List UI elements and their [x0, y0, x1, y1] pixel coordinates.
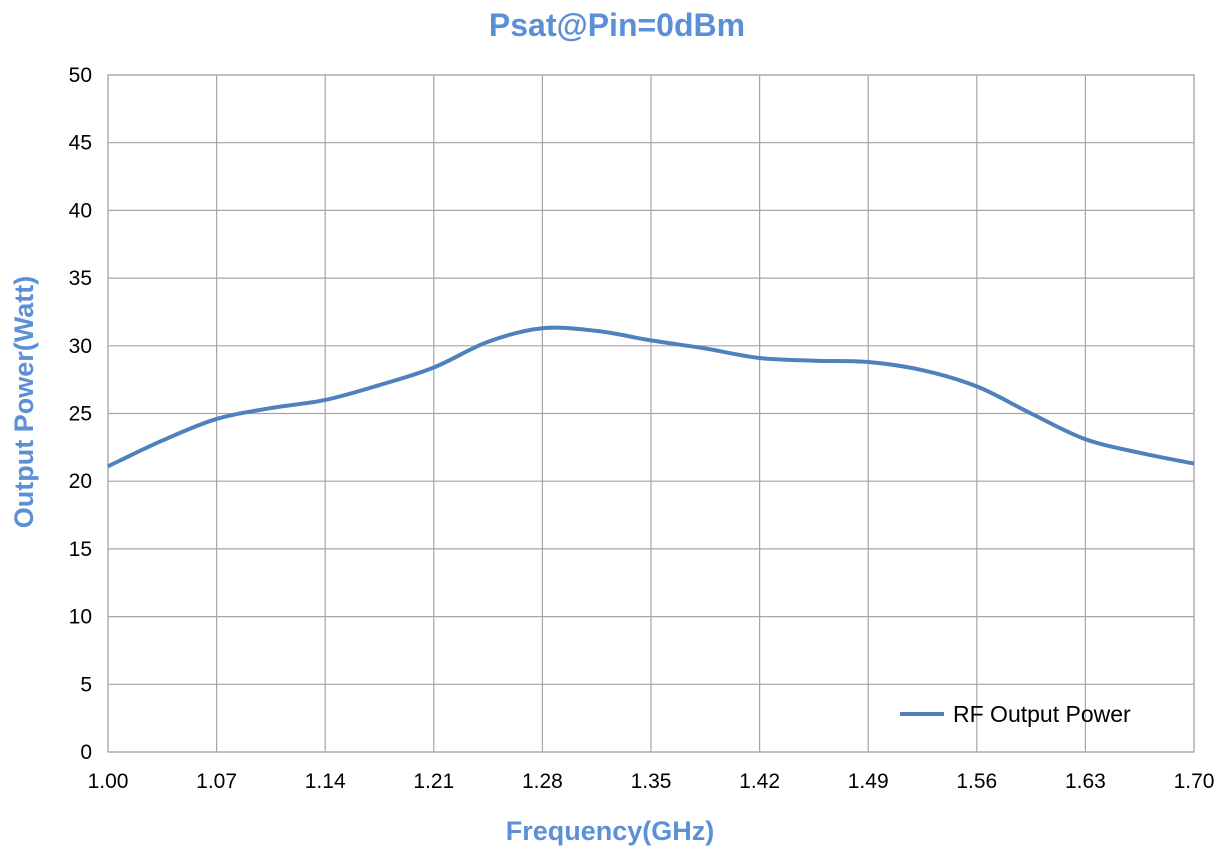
y-tick-label: 15 — [69, 538, 92, 561]
x-tick-label: 1.49 — [848, 770, 889, 793]
x-tick-label: 1.21 — [413, 770, 454, 793]
x-tick-label: 1.70 — [1174, 770, 1215, 793]
x-tick-label: 1.07 — [196, 770, 237, 793]
y-tick-label: 30 — [69, 335, 92, 358]
y-tick-label: 20 — [69, 470, 92, 493]
y-tick-label: 40 — [69, 199, 92, 222]
y-tick-label: 10 — [69, 606, 92, 629]
y-tick-label: 50 — [69, 64, 92, 87]
series-line-rf-output-power — [107, 325, 1195, 469]
x-axis-title: Frequency(GHz) — [506, 816, 715, 846]
x-tick-label: 1.14 — [305, 770, 346, 793]
y-tick-label: 25 — [69, 403, 92, 426]
series-layer — [107, 325, 1195, 469]
x-tick-label: 1.28 — [522, 770, 563, 793]
x-tick-label: 1.63 — [1065, 770, 1106, 793]
y-tick-label: 35 — [69, 267, 92, 290]
x-tick-label: 1.42 — [739, 770, 780, 793]
legend: RF Output Power — [900, 701, 1131, 727]
y-tick-labels: 0 5 10 15 20 25 30 35 40 45 50 — [69, 64, 92, 764]
legend-label: RF Output Power — [953, 701, 1131, 727]
x-tick-label: 1.00 — [88, 770, 129, 793]
chart-title: Psat@Pin=0dBm — [489, 7, 745, 43]
x-tick-label: 1.35 — [631, 770, 672, 793]
x-tick-labels: 1.00 1.07 1.14 1.21 1.28 1.35 1.42 1.49 1.56 1.63… — [88, 770, 1215, 793]
x-tick-label: 1.56 — [956, 770, 997, 793]
y-axis-title: Output Power(Watt) — [9, 276, 39, 528]
y-tick-label: 5 — [80, 673, 92, 696]
y-tick-label: 45 — [69, 132, 92, 155]
plot-frame — [107, 74, 1195, 753]
y-tick-label: 0 — [80, 741, 92, 764]
